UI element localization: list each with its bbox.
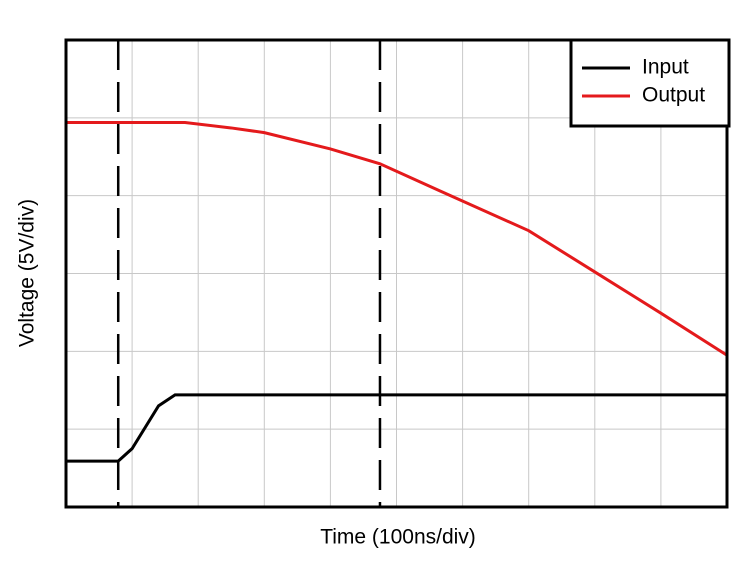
y-axis-label: Voltage (5V/div): [16, 199, 39, 347]
series-line: [66, 393, 727, 463]
legend-label: Input: [642, 56, 689, 79]
legend-box: [569, 38, 731, 128]
series-line: [66, 121, 728, 357]
x-axis-label: Time (100ns/div): [320, 526, 476, 549]
plot-frame: [64, 38, 729, 509]
legend-label: Output: [642, 84, 705, 107]
